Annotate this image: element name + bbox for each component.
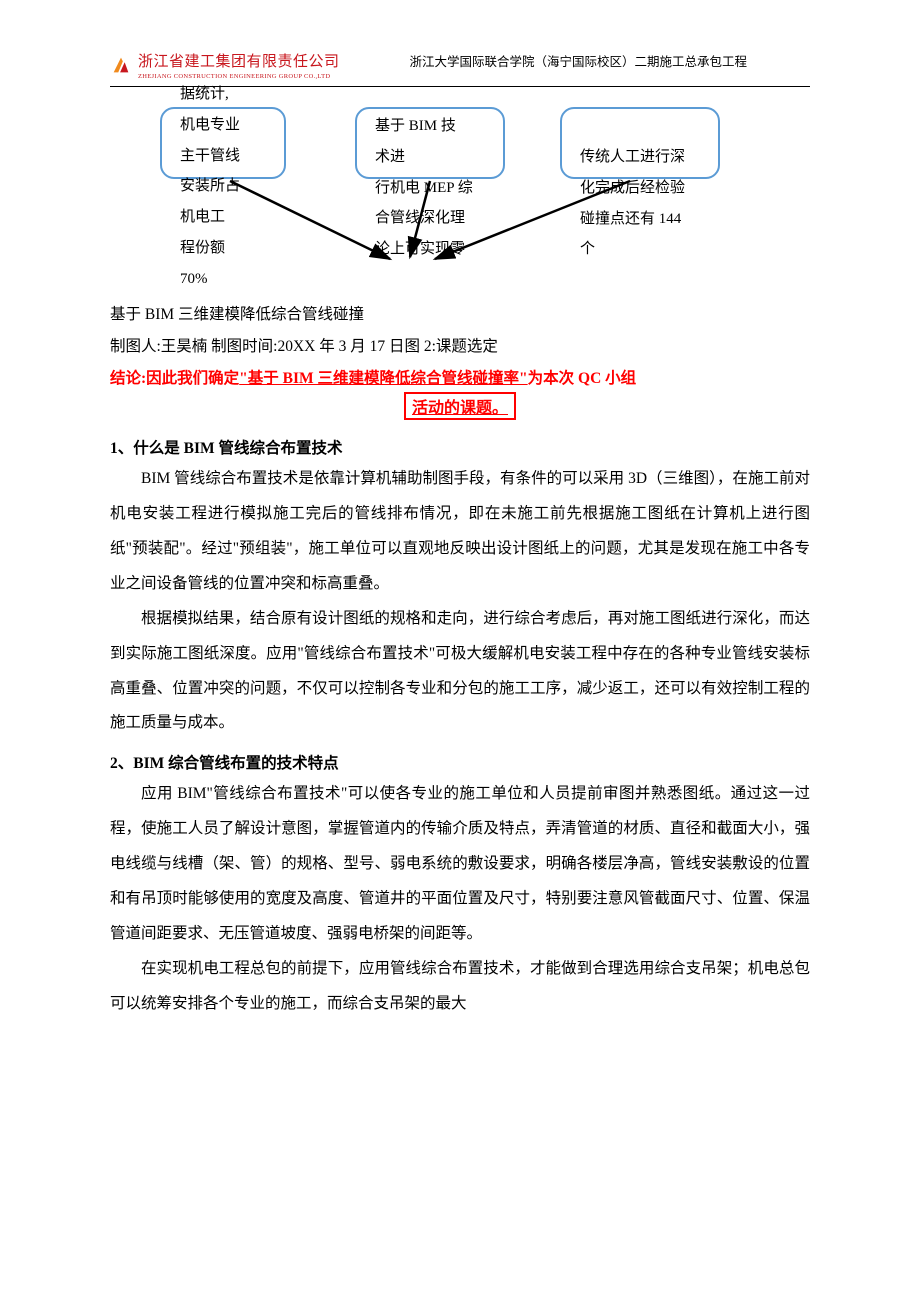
conclusion-line: 结论:因此我们确定"基于 BIM 三维建模降低综合管线碰撞率"为本次 QC 小组 <box>110 363 810 395</box>
flow-arrows <box>110 89 810 299</box>
flow-diagram: 据统计, 机电专业 主干管线 安装所占 机电工 程份额 70% 基于 BIM 技… <box>110 89 810 299</box>
header-caption: 浙江大学国际联合学院（海宁国际校区）二期施工总承包工程 <box>410 50 748 75</box>
fig-caption-1: 基于 BIM 三维建模降低综合管线碰撞 <box>110 299 810 331</box>
sec2-p1: 应用 BIM"管线综合布置技术"可以使各专业的施工单位和人员提前审图并熟悉图纸。… <box>110 777 810 951</box>
conclusion-box: 活动的课题。 <box>404 392 516 420</box>
fig-caption-2: 制图人:王昊楠 制图时间:20XX 年 3 月 17 日图 2:课题选定 <box>110 331 810 363</box>
logo-icon <box>110 54 132 76</box>
sec1-p2: 根据模拟结果，结合原有设计图纸的规格和走向，进行综合考虑后，再对施工图纸进行深化… <box>110 602 810 742</box>
conclusion-suffix: 为本次 QC 小组 <box>528 370 637 387</box>
conclusion-quote: "基于 BIM 三维建模降低综合管线碰撞率" <box>239 370 527 387</box>
conclusion-prefix: 结论:因此我们确定 <box>110 370 239 387</box>
sec2-p2: 在实现机电工程总包的前提下，应用管线综合布置技术，才能做到合理选用综合支吊架；机… <box>110 952 810 1022</box>
sec2-title: 2、BIM 综合管线布置的技术特点 <box>110 751 810 773</box>
conclusion-box-row: 活动的课题。 <box>110 394 810 420</box>
logo: 浙江省建工集团有限责任公司 ZHEJIANG CONSTRUCTION ENGI… <box>110 50 340 80</box>
page-header: 浙江省建工集团有限责任公司 ZHEJIANG CONSTRUCTION ENGI… <box>110 50 810 80</box>
logo-text-cn: 浙江省建工集团有限责任公司 <box>138 50 340 71</box>
sec1-p1: BIM 管线综合布置技术是依靠计算机辅助制图手段，有条件的可以采用 3D（三维图… <box>110 462 810 602</box>
sec1-title: 1、什么是 BIM 管线综合布置技术 <box>110 436 810 458</box>
